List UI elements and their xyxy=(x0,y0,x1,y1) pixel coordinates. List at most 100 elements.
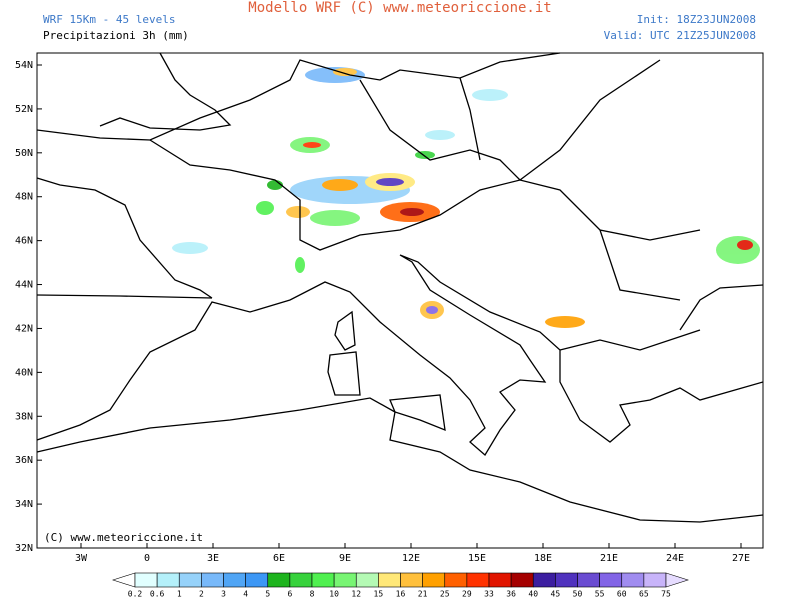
colorbar-label: 2 xyxy=(199,590,204,599)
colorbar-low-arrow xyxy=(112,572,136,588)
colorbar-box xyxy=(289,572,313,588)
lat-label: 46N xyxy=(15,236,33,247)
lon-label: 18E xyxy=(534,553,552,564)
field-label: Precipitazioni 3h (mm) xyxy=(43,29,189,42)
colorbar-label: 8 xyxy=(310,590,315,599)
colorbar-label: 40 xyxy=(528,590,538,599)
colorbar-label: 15 xyxy=(374,590,384,599)
rain-cell xyxy=(256,201,274,215)
colorbar-high-arrow xyxy=(665,572,689,588)
colorbar-label: 21 xyxy=(418,590,428,599)
colorbar-box xyxy=(355,572,379,588)
colorbar-box xyxy=(466,572,490,588)
model-label: WRF 15Km - 45 levels xyxy=(43,13,175,26)
colorbar-label: 12 xyxy=(351,590,361,599)
credit: (C) www.meteoriccione.it xyxy=(44,531,203,544)
lat-label: 32N xyxy=(15,543,33,554)
colorbar-box xyxy=(444,572,468,588)
lat-label: 44N xyxy=(15,280,33,291)
colorbar-label: 10 xyxy=(329,590,339,599)
rain-cell xyxy=(172,242,208,254)
colorbar-label: 60 xyxy=(617,590,627,599)
rain-cell xyxy=(415,151,435,159)
colorbar-label: 36 xyxy=(506,590,516,599)
lon-label: 3E xyxy=(207,553,219,564)
lon-label: 6E xyxy=(273,553,285,564)
colorbar-box xyxy=(599,572,623,588)
colorbar-label: 55 xyxy=(595,590,605,599)
lon-label: 3W xyxy=(75,553,88,564)
colorbar-label: 3 xyxy=(221,590,226,599)
colorbar-box xyxy=(400,572,423,588)
colorbar-box xyxy=(422,572,446,588)
colorbar-box xyxy=(311,572,335,588)
colorbar-label: 75 xyxy=(661,590,671,599)
colorbar-box xyxy=(245,572,269,588)
lat-label: 52N xyxy=(15,104,33,115)
colorbar-label: 29 xyxy=(462,590,472,599)
lat-label: 42N xyxy=(15,323,33,334)
lon-label: 9E xyxy=(339,553,351,564)
precipitation xyxy=(172,67,760,328)
rain-cell xyxy=(472,89,508,101)
coastline xyxy=(679,284,764,331)
coastline xyxy=(36,254,764,456)
lon-label: 27E xyxy=(732,553,750,564)
rain-cell xyxy=(425,130,455,140)
lat-label: 34N xyxy=(15,499,33,510)
rain-cell xyxy=(286,206,310,218)
colorbar-box xyxy=(488,572,512,588)
colorbar-box xyxy=(333,572,357,588)
colorbar-label: 6 xyxy=(287,590,292,599)
lat-label: 40N xyxy=(15,367,33,378)
colorbar-box xyxy=(178,572,202,588)
rain-cell xyxy=(400,208,424,216)
coastline xyxy=(36,397,764,523)
coastlines xyxy=(36,52,764,523)
colorbar-box xyxy=(378,572,401,588)
colorbar-box xyxy=(156,572,180,588)
rain-cell xyxy=(305,67,365,83)
colorbar-box xyxy=(201,572,224,588)
lon-label: 24E xyxy=(666,553,684,564)
coastline xyxy=(99,52,232,131)
colorbar-label: 16 xyxy=(396,590,406,599)
rain-cell xyxy=(310,210,360,226)
lat-label: 38N xyxy=(15,411,33,422)
colorbar: 0.2 0.6 1 2 3 4 5 6 8 10 12 15 16 21 25 29 33 36 40 45 50 55 6… xyxy=(112,572,689,599)
lon-label: 21E xyxy=(600,553,618,564)
lon-label: 15E xyxy=(468,553,486,564)
rain-cell xyxy=(376,178,404,186)
colorbar-label: 50 xyxy=(573,590,583,599)
colorbar-box xyxy=(267,572,291,588)
colorbar-box xyxy=(532,572,556,588)
border xyxy=(149,59,701,351)
axes: 54N 52N 50N 48N 46N 44N 42N 40N 38N 36N 34N 32N 3W 0 3… xyxy=(15,60,750,564)
colorbar-box xyxy=(577,572,600,588)
colorbar-label: 0.6 xyxy=(150,590,165,599)
rain-cell xyxy=(716,236,760,264)
title: Modello WRF (C) www.meteoriccione.it xyxy=(248,0,551,16)
colorbar-box xyxy=(555,572,578,588)
map-area: (C) www.meteoriccione.it xyxy=(36,52,764,549)
rain-cell xyxy=(426,306,438,314)
colorbar-box xyxy=(510,572,534,588)
map-background xyxy=(37,53,763,548)
colorbar-label: 5 xyxy=(265,590,270,599)
init-label: Init: 18Z23JUN2008 xyxy=(637,13,756,26)
lat-label: 54N xyxy=(15,60,33,71)
colorbar-label: 25 xyxy=(440,590,450,599)
map-frame xyxy=(36,52,764,549)
rain-cell xyxy=(295,257,305,273)
rain-cell xyxy=(545,316,585,328)
lon-label: 0 xyxy=(144,553,150,564)
colorbar-box xyxy=(223,572,246,588)
lat-label: 48N xyxy=(15,192,33,203)
lat-label: 36N xyxy=(15,455,33,466)
coastline xyxy=(327,310,446,432)
colorbar-label: 4 xyxy=(243,590,248,599)
colorbar-box xyxy=(621,572,645,588)
lon-label: 12E xyxy=(402,553,420,564)
rain-cell xyxy=(333,68,357,76)
